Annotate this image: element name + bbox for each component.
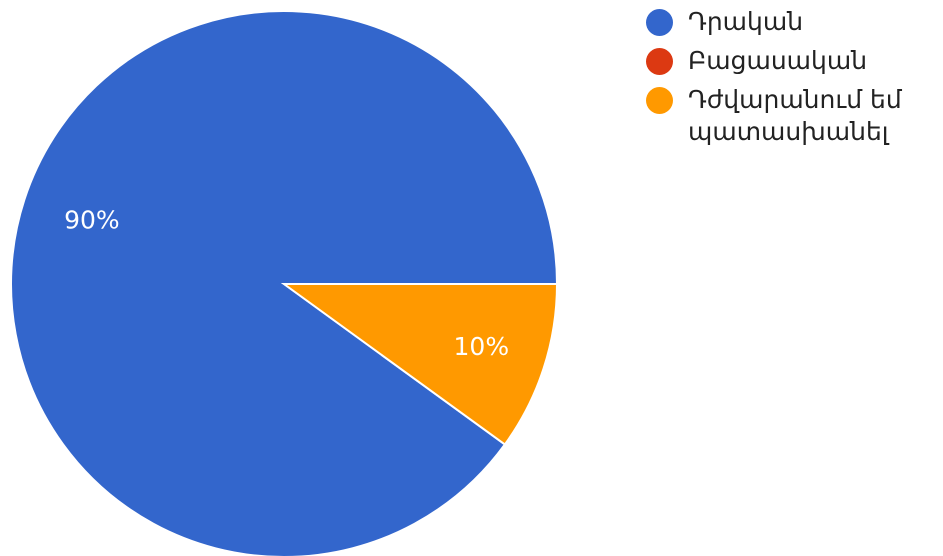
legend-swatch-positive: [646, 9, 673, 36]
legend-label-positive: Դրական: [688, 7, 804, 36]
legend-item-positive[interactable]: Դրական: [646, 6, 941, 38]
pie-label-positive: 90%: [64, 206, 120, 235]
legend-item-negative[interactable]: Բացասական: [646, 45, 941, 77]
legend-swatch-negative: [646, 48, 673, 75]
pie-label-hard-to-answer: 10%: [454, 332, 510, 361]
legend-label-hard-to-answer: Դժվարանում եմ պատասխանել: [688, 85, 902, 146]
legend-label-negative: Բացասական: [688, 46, 868, 75]
chart-legend: Դրական Բացասական Դժվարանում եմ պատասխանե…: [646, 6, 941, 155]
legend-swatch-hard-to-answer: [646, 87, 673, 114]
legend-item-hard-to-answer[interactable]: Դժվարանում եմ պատասխանել: [646, 84, 941, 148]
pie-slice-hard-to-answer[interactable]: [280, 283, 559, 446]
